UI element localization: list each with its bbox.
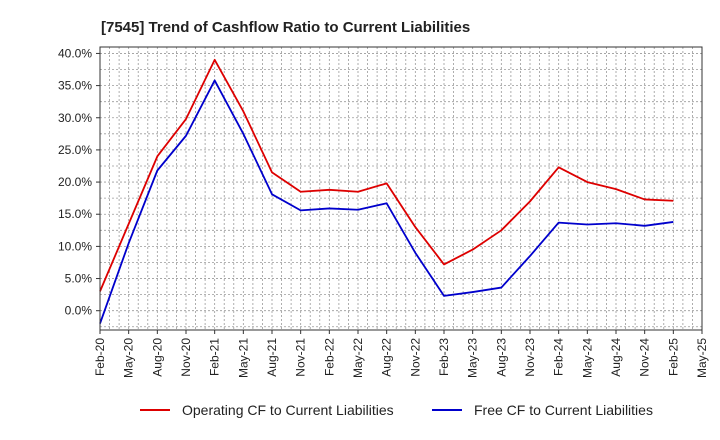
y-tick-label: 20.0% <box>58 175 92 189</box>
x-tick-label: Nov-23 <box>523 338 537 377</box>
x-tick-label: Aug-20 <box>150 338 164 377</box>
chart-title: [7545] Trend of Cashflow Ratio to Curren… <box>101 19 470 36</box>
x-tick-label: Nov-22 <box>408 338 422 377</box>
x-tick-label: Feb-23 <box>437 338 451 376</box>
x-tick-label: Feb-22 <box>322 338 336 376</box>
x-tick-label: May-23 <box>466 338 480 378</box>
x-tick-label: May-20 <box>122 338 136 378</box>
x-tick-label: Feb-24 <box>552 338 566 376</box>
y-tick-label: 15.0% <box>58 207 92 221</box>
plot-area: 0.0% 5.0% 10.0% 15.0% 20.0% 25.0% 30.0% 35.0% 40… <box>58 46 709 378</box>
x-tick-label: Nov-24 <box>638 338 652 377</box>
x-tick-label: Nov-21 <box>294 338 308 377</box>
x-tick-label: May-21 <box>236 338 250 378</box>
y-tick-label: 25.0% <box>58 143 92 157</box>
x-tick-label: May-24 <box>580 338 594 378</box>
x-tick-label: Feb-21 <box>208 338 222 376</box>
legend: Operating CF to Current Liabilities Free … <box>140 402 653 418</box>
legend-label-operating-cf: Operating CF to Current Liabilities <box>182 402 394 418</box>
x-tick-label: Feb-20 <box>93 338 107 376</box>
y-tick-label: 30.0% <box>58 111 92 125</box>
y-tick-label: 40.0% <box>58 46 92 60</box>
legend-label-free-cf: Free CF to Current Liabilities <box>474 402 653 418</box>
plot-border <box>99 46 703 331</box>
plot-background <box>100 47 702 330</box>
y-tick-label: 5.0% <box>65 272 93 286</box>
x-tick-label: May-22 <box>351 338 365 378</box>
x-tick-label: Aug-24 <box>609 338 623 377</box>
x-tick-label: Nov-20 <box>179 338 193 377</box>
x-tick-label: Aug-22 <box>380 338 394 377</box>
y-tick-label: 10.0% <box>58 239 92 253</box>
y-tick-label: 0.0% <box>65 304 93 318</box>
y-tick-label: 35.0% <box>58 79 92 93</box>
x-tick-label: Aug-21 <box>265 338 279 377</box>
x-tick-label: Feb-25 <box>666 338 680 376</box>
x-tick-label: May-25 <box>695 338 709 378</box>
x-tick-label: Aug-23 <box>494 338 508 377</box>
